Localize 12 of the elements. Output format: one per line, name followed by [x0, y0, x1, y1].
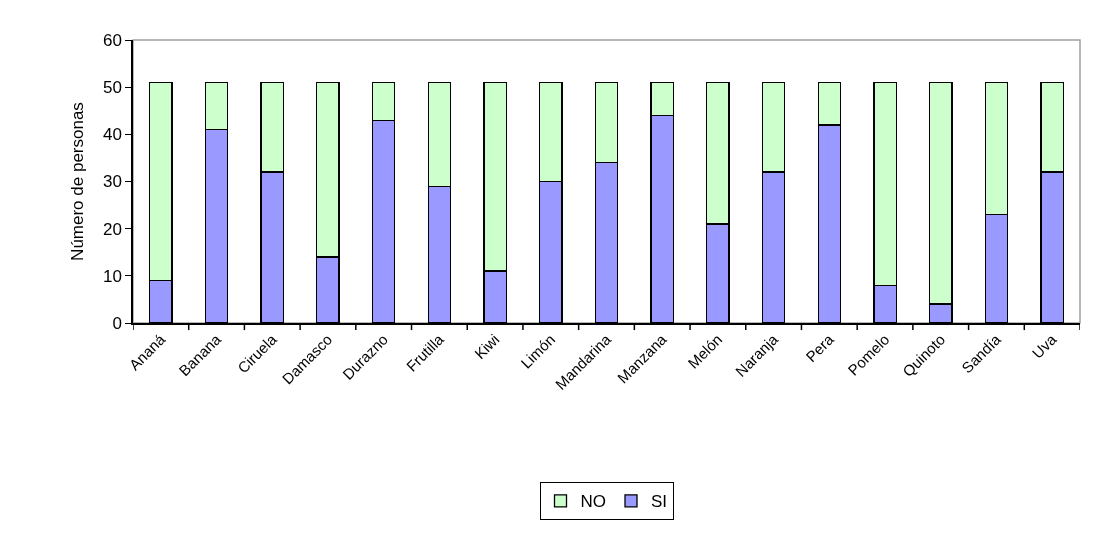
y-axis-title: Número de personas	[67, 102, 87, 261]
y-tick-label: 60	[102, 30, 122, 50]
x-tick-label: Uva	[1028, 330, 1061, 362]
y-tick-label: 40	[102, 125, 122, 145]
y-tick-label: 20	[102, 219, 122, 239]
y-tick-label: 10	[102, 266, 122, 286]
x-tick-label: Kiwi	[471, 330, 503, 363]
legend-label: NO	[580, 492, 606, 512]
y-tick-label: 50	[102, 78, 122, 98]
legend-label: SI	[651, 492, 668, 512]
y-tick-label: 0	[112, 313, 122, 333]
y-tick-label: 30	[102, 172, 122, 192]
